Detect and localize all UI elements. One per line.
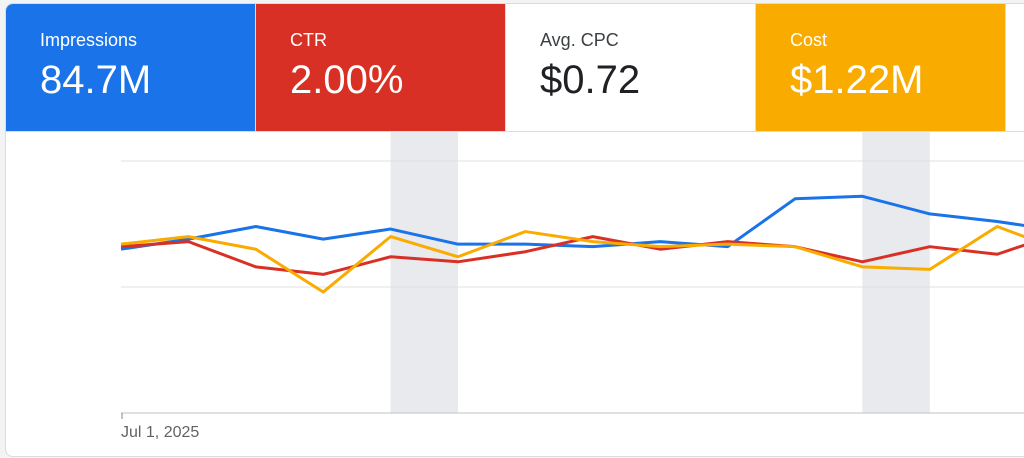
x-axis-tick-label: Jul 1, 2025 bbox=[121, 424, 199, 441]
weekend-band bbox=[862, 132, 930, 413]
metric-value: $1.22M bbox=[790, 58, 924, 102]
metric-label: Cost bbox=[790, 30, 828, 50]
performance-line-chart: Jul 1, 2025 bbox=[120, 132, 1024, 441]
metric-tile-impressions[interactable]: Impressions 84.7M bbox=[6, 4, 256, 132]
metric-value: $0.72 bbox=[540, 58, 641, 102]
performance-card: Impressions 84.7M CTR 2.00% Avg. CPC $0.… bbox=[5, 3, 1024, 457]
chart-gridlines bbox=[121, 160, 1024, 419]
series-line-cost bbox=[120, 225, 1024, 294]
metric-tile-ctr[interactable]: CTR 2.00% bbox=[256, 4, 506, 132]
metric-value: 2.00% bbox=[290, 58, 404, 102]
weekend-bands bbox=[390, 132, 930, 413]
metric-value: 84.7M bbox=[40, 58, 152, 102]
metric-tile-next[interactable] bbox=[1006, 4, 1024, 132]
metric-tile-avg-cpc[interactable]: Avg. CPC $0.72 bbox=[506, 4, 756, 132]
chart-series-lines bbox=[120, 194, 1024, 294]
metric-tile-cost[interactable]: Cost $1.22M bbox=[756, 4, 1006, 132]
metric-tiles: Impressions 84.7M CTR 2.00% Avg. CPC $0.… bbox=[6, 4, 1024, 132]
metric-label: Impressions bbox=[40, 30, 138, 50]
weekend-band bbox=[390, 132, 458, 413]
metric-label: Avg. CPC bbox=[540, 30, 619, 50]
metric-label: CTR bbox=[290, 30, 327, 50]
